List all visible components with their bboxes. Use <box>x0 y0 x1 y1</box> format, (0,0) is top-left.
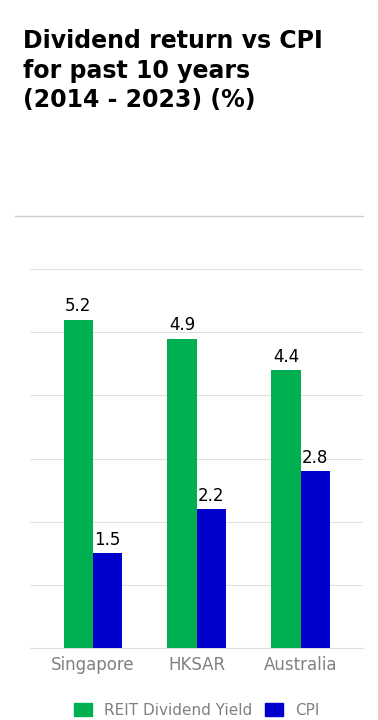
Text: 4.4: 4.4 <box>273 348 299 366</box>
Bar <box>93 553 122 648</box>
Bar <box>167 338 197 648</box>
Bar <box>271 370 301 648</box>
Bar <box>64 320 93 648</box>
Text: 5.2: 5.2 <box>65 297 91 315</box>
Text: 2.2: 2.2 <box>198 487 225 505</box>
Text: 4.9: 4.9 <box>169 316 195 334</box>
Text: 2.8: 2.8 <box>302 449 328 467</box>
Legend: REIT Dividend Yield, CPI: REIT Dividend Yield, CPI <box>67 697 326 720</box>
Text: 1.5: 1.5 <box>94 531 120 549</box>
Bar <box>197 509 226 648</box>
Bar <box>301 471 330 648</box>
Text: Dividend return vs CPI
for past 10 years
(2014 - 2023) (%): Dividend return vs CPI for past 10 years… <box>23 29 322 112</box>
